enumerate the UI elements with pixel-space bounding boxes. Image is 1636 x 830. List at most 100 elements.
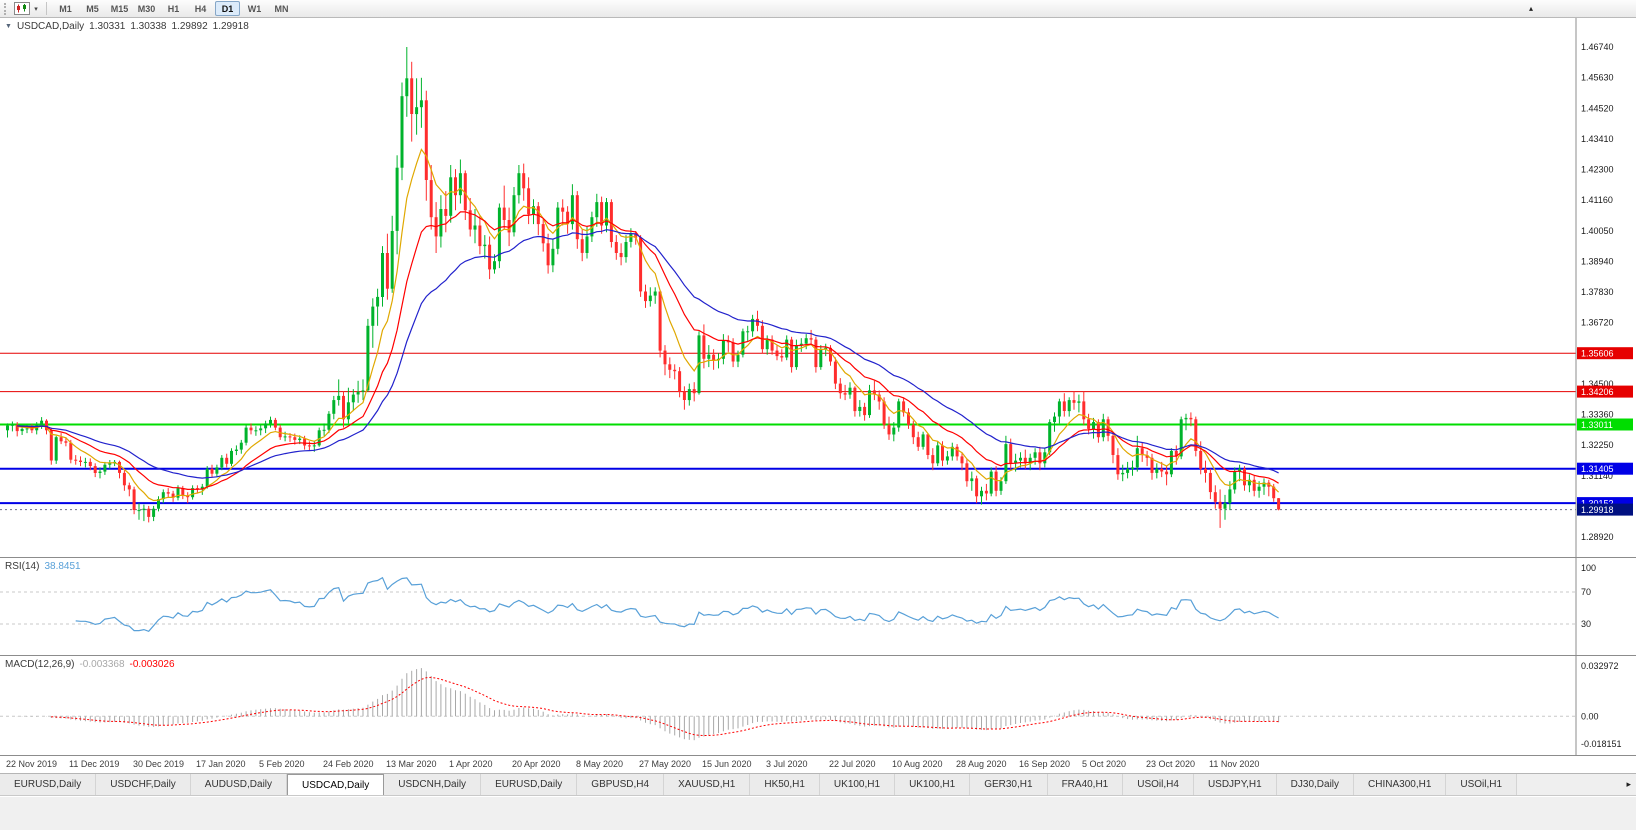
candle-body [926,434,930,455]
chart-tab-usoil-h1[interactable]: USOil,H1 [1446,774,1518,795]
rsi-title: RSI(14) 38.8451 [5,561,81,572]
rsi-canvas[interactable]: 100 70 30 [0,558,1636,655]
candle-body [210,468,214,474]
chart-tab-china300-h1[interactable]: CHINA300,H1 [1354,774,1447,795]
timeframe-button-m30[interactable]: M30 [137,4,156,14]
timeframe-button-d1[interactable]: D1 [215,1,240,16]
candle-body [1145,455,1149,458]
price-axis-label: 1.28920 [1581,532,1614,542]
candle-body [892,427,896,435]
time-axis[interactable]: 22 Nov 2019 11 Dec 2019 30 Dec 2019 17 Jan … [0,756,1636,774]
candle-body [712,354,716,361]
candle-body [911,424,915,438]
candle-body [804,338,808,344]
candle-body [736,354,740,362]
rsi-panel[interactable]: RSI(14) 38.8451 100 70 30 [0,558,1636,656]
timeframe-button-mn[interactable]: MN [274,4,289,14]
candle-body [88,461,92,466]
quote-close: 1.29918 [212,21,249,32]
timeframe-button-h1[interactable]: H1 [167,4,180,14]
candle-body [239,442,243,450]
date-label: 22 Nov 2019 [6,759,58,769]
candle-body [30,428,34,431]
timeframe-button-m5[interactable]: M5 [86,4,99,14]
candle-body [69,442,73,460]
chart-tab-hk50-h1[interactable]: HK50,H1 [750,774,820,795]
candle-body [483,244,487,247]
candle-body [1087,419,1091,429]
price-badge-label: 1.29918 [1581,505,1614,515]
candle-body [419,100,423,108]
chart-tab-dj30-daily[interactable]: DJ30,Daily [1276,774,1355,795]
candle-body [254,430,258,432]
macd-histogram [16,668,1280,741]
candle-body [692,389,696,394]
candle-body [137,510,141,512]
price-axis-label: 1.43410 [1581,134,1614,144]
candle-body [1111,435,1115,455]
candle-body [1218,501,1222,509]
candle-body [994,471,998,491]
rsi-label: RSI(14) [5,561,40,572]
candle-body [361,390,365,392]
chart-tab-eurusd-daily[interactable]: EURUSD,Daily [0,774,97,795]
chart-tab-audusd-daily[interactable]: AUDUSD,Daily [190,774,288,795]
chart-tab-usdchf-daily[interactable]: USDCHF,Daily [96,774,191,795]
chart-tab-fra40-h1[interactable]: FRA40,H1 [1047,774,1124,795]
candle-body [1033,452,1037,458]
price-axis-label: 1.37830 [1581,287,1614,297]
timeframe-button-m1[interactable]: M1 [59,4,72,14]
candle-body [673,369,677,372]
candle-body [941,445,944,461]
candle-body [799,343,803,346]
candle-body [629,233,633,242]
chart-tab-usdjpy-h1[interactable]: USDJPY,H1 [1193,774,1277,795]
candle-body [468,210,472,230]
toolbar-separator [46,2,47,15]
chart-menu-caret-icon[interactable]: ▾ [34,5,38,13]
candle-body [147,508,151,517]
chart-tab-usdcnh-daily[interactable]: USDCNH,Daily [384,774,482,795]
candle-body [381,253,384,297]
candle-body [1257,486,1261,491]
candle-body [400,96,404,168]
candle-body [721,340,725,359]
timeframe-button-w1[interactable]: W1 [247,4,262,14]
chart-tab-usoil-h4[interactable]: USOil,H4 [1123,774,1194,795]
price-chart-canvas[interactable]: 1.46740 1.45630 1.44520 1.43410 1.42300 1.411… [0,18,1636,557]
timeframe-button-h4[interactable]: H4 [194,4,207,14]
chart-tab-ger30-h1[interactable]: GER30,H1 [970,774,1048,795]
tab-scroll-right-icon[interactable]: ▸ [1623,774,1634,795]
quote-high: 1.30338 [130,21,167,32]
candle-body [566,211,570,225]
chart-window-icon[interactable] [13,1,31,17]
date-label: 16 Sep 2020 [1019,759,1071,769]
candle-body [429,180,433,218]
toolbar-collapse-icon[interactable]: ▴ [1528,4,1533,13]
chart-tab-uk100-h1[interactable]: UK100,H1 [895,774,971,795]
chart-tab-gbpusd-h4[interactable]: GBPUSD,H4 [577,774,665,795]
candle-body [590,217,594,237]
candle-body [405,78,409,97]
chart-tab-uk100-h1[interactable]: UK100,H1 [819,774,896,795]
rsi-line [75,576,1279,633]
main-chart-panel[interactable]: ▼ USDCAD,Daily 1.30331 1.30338 1.29892 1… [0,18,1636,558]
chart-tab-eurusd-daily[interactable]: EURUSD,Daily [481,774,578,795]
one-click-trading-icon[interactable]: ▼ [5,23,12,30]
date-label: 27 May 2020 [639,759,692,769]
chart-tab-usdcad-daily[interactable]: USDCAD,Daily [287,774,385,795]
candle-body [122,472,126,486]
candle-body [157,499,160,509]
candle-body [215,467,219,474]
macd-panel[interactable]: MACD(12,26,9) -0.003368 -0.003026 0.0329… [0,656,1636,756]
candle-body [517,173,521,196]
macd-canvas[interactable]: 0.032972 0.00 -0.018151 [0,656,1636,755]
price-badge [1577,385,1633,398]
timeframe-button-m15[interactable]: M15 [110,4,129,14]
candle-body [312,445,316,447]
date-label: 24 Feb 2020 [323,759,374,769]
toolbar-grip[interactable] [4,2,8,15]
chart-tab-xauusd-h1[interactable]: XAUUSD,H1 [664,774,751,795]
candle-body [1048,422,1052,453]
candle-body [293,437,297,440]
